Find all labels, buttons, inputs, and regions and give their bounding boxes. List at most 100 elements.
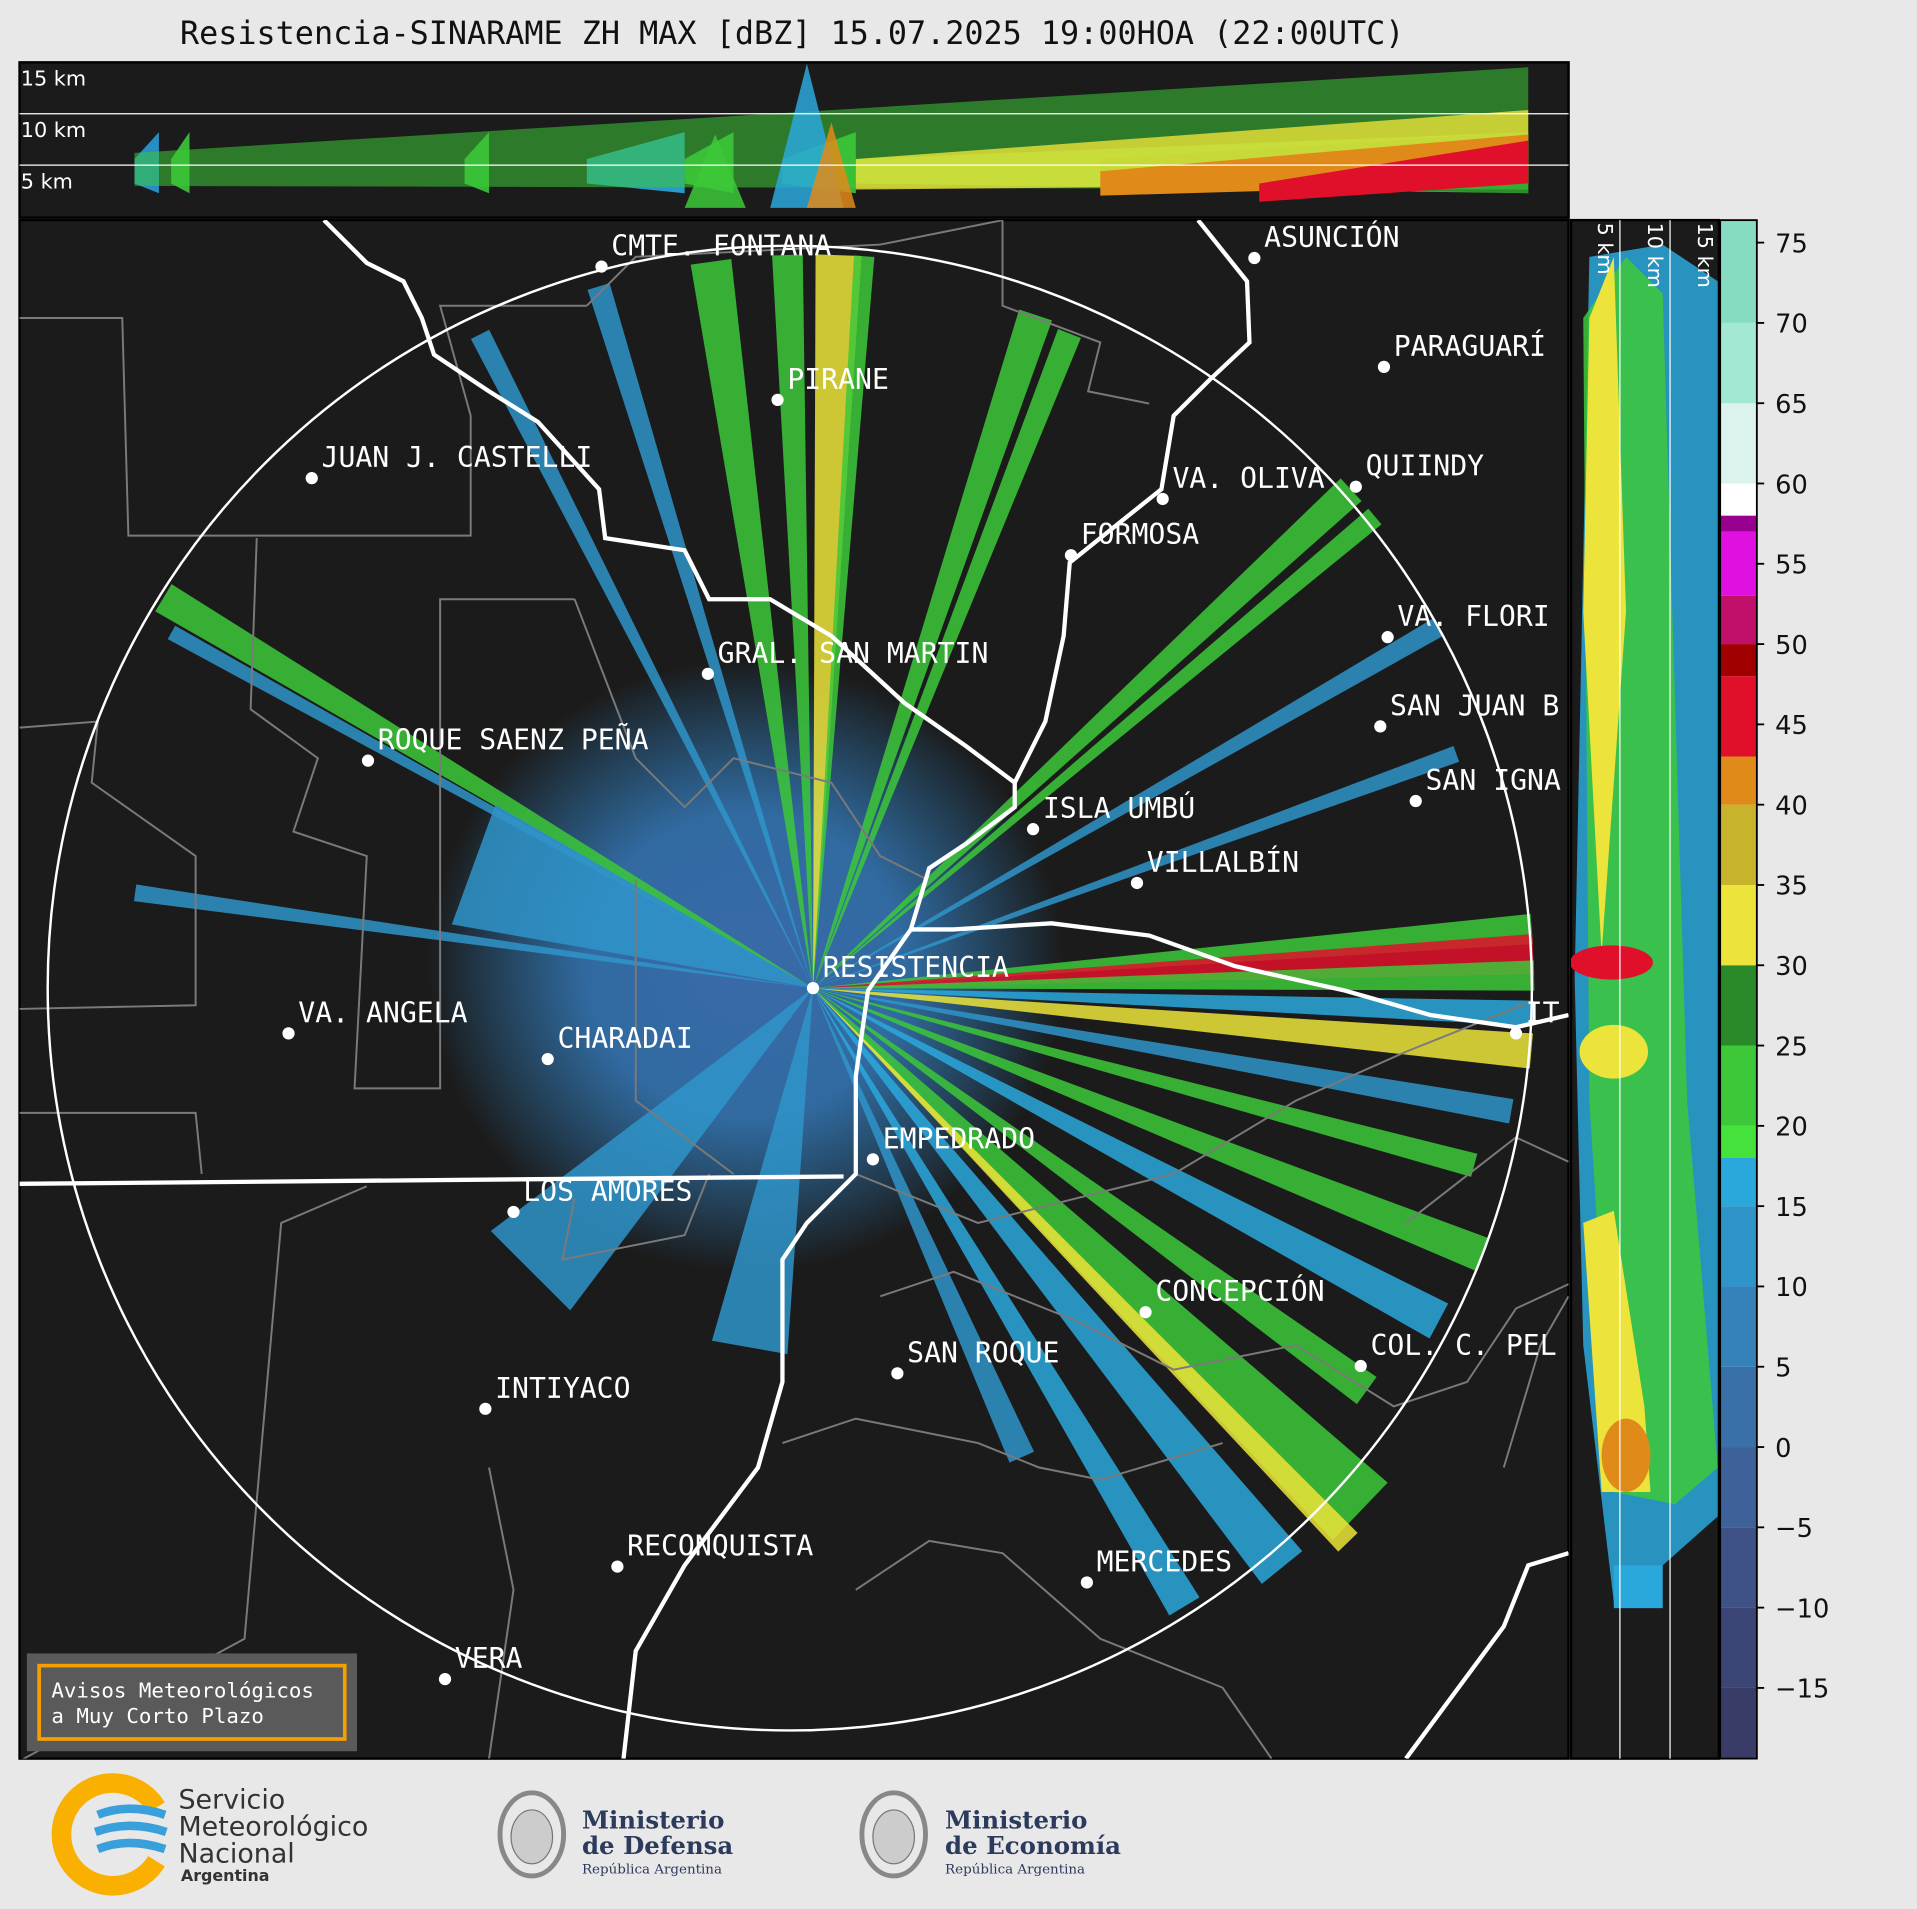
colorbar-band — [1720, 884, 1757, 966]
city-label: SAN IGNA — [1426, 764, 1561, 797]
city-marker — [1156, 492, 1169, 506]
echo-ray — [813, 478, 1362, 989]
city-label: INTIYACO — [495, 1372, 630, 1405]
city-marker — [1026, 823, 1040, 836]
city-label: CONCEPCIÓN — [1155, 1274, 1324, 1308]
city-marker — [1130, 876, 1144, 890]
city-label: CHARADAI — [557, 1022, 692, 1055]
colorbar-band — [1720, 756, 1757, 805]
height-label: 10 km — [21, 118, 86, 142]
city-label: SAN ROQUE — [907, 1336, 1059, 1369]
echo-ray — [813, 988, 1035, 1463]
coat-of-arms — [497, 1790, 567, 1879]
echo-ray — [813, 255, 875, 989]
colorbar-band — [1720, 220, 1757, 323]
echo-ray — [772, 254, 814, 989]
city-marker — [1354, 1359, 1367, 1373]
colorbar-tick-label: 20 — [1775, 1113, 1808, 1143]
notice-box — [26, 1653, 357, 1752]
river-border — [1404, 1551, 1569, 1759]
city-marker — [361, 754, 375, 767]
echo-ray — [690, 258, 814, 989]
echo-ray — [813, 988, 1449, 1339]
colorbar-tick-label: 55 — [1775, 551, 1808, 581]
city-marker — [1377, 360, 1391, 373]
city-label: VILLALBÍN — [1147, 845, 1299, 879]
boundary — [782, 1417, 1223, 1481]
boundary — [1502, 1295, 1569, 1468]
echo-ray — [813, 988, 1358, 1552]
colorbar-band — [1720, 1045, 1757, 1126]
colorbar-band — [1720, 1447, 1757, 1528]
logo-text: República Argentina — [945, 1863, 1085, 1878]
boundary — [561, 1173, 711, 1261]
city-label: VA. FLORI — [1397, 600, 1549, 633]
colorbar-tick-label: 50 — [1775, 631, 1808, 661]
smn-emblem — [51, 1773, 165, 1896]
notice-border — [37, 1663, 347, 1741]
colorbar-band — [1720, 676, 1757, 757]
coat-of-arms — [510, 1809, 554, 1865]
echo-ray — [813, 913, 1533, 989]
city-label: RECONQUISTA — [627, 1530, 813, 1563]
echo-ray — [813, 988, 1533, 1069]
river-border — [322, 220, 1017, 1759]
colorbar-tick-label: −10 — [1775, 1594, 1829, 1624]
colorbar-tick-label: 60 — [1775, 470, 1808, 500]
boundary — [19, 1111, 203, 1175]
side-panel-echoes — [1571, 244, 1718, 1609]
city-marker — [1064, 549, 1078, 562]
echo-ray — [813, 988, 1303, 1584]
city-label: GRAL. SAN MARTIN — [718, 637, 989, 670]
echo-ray — [470, 329, 814, 989]
echo — [1613, 1565, 1663, 1609]
boundary — [19, 304, 587, 537]
echo-ray — [813, 988, 1478, 1177]
city-label: VERA — [455, 1642, 523, 1675]
city-marker — [701, 667, 714, 680]
city-marker — [1509, 1027, 1523, 1040]
city-marker — [866, 1153, 880, 1166]
colorbar-frame — [1719, 219, 1758, 1760]
city-label: VA. OLIVA — [1172, 462, 1324, 495]
colorbar-band — [1720, 1286, 1757, 1367]
colorbar-band — [1720, 1125, 1757, 1158]
colorbar-tick-label: 15 — [1775, 1193, 1808, 1223]
smn-emblem — [93, 1804, 168, 1854]
boundary — [488, 1467, 515, 1759]
city-label: FORMOSA — [1081, 518, 1200, 551]
colorbar-band — [1720, 1366, 1757, 1448]
city-label: SAN JUAN B — [1390, 689, 1559, 722]
echo — [1583, 256, 1627, 954]
logo-text: Servicio — [178, 1785, 285, 1816]
logo-text: Nacional — [178, 1839, 294, 1870]
echo-ray — [813, 988, 1388, 1540]
boundary — [879, 1270, 1569, 1408]
colorbar-band — [1720, 531, 1757, 596]
city-marker — [541, 1052, 554, 1066]
colorbar-tick-label: 40 — [1775, 791, 1808, 821]
logo-text: República Argentina — [582, 1863, 722, 1878]
colorbar-band — [1720, 595, 1757, 645]
notice-text: Avisos Meteorológicos — [51, 1678, 314, 1702]
economia-logo: Ministerio de Economía República Argenti… — [859, 1790, 1121, 1879]
echo-ray — [813, 960, 1535, 991]
echo-ray — [813, 309, 1053, 989]
logo-text: Argentina — [181, 1866, 270, 1885]
city-label: QUIINDY — [1366, 450, 1485, 483]
coat-of-arms — [859, 1790, 928, 1879]
echo — [1571, 945, 1653, 980]
city-label: ASUNCIÓN — [1264, 220, 1399, 254]
colorbar-tick-label: −5 — [1775, 1514, 1813, 1544]
echo — [1259, 140, 1529, 202]
city-label: IT — [1526, 996, 1560, 1029]
city-marker — [507, 1205, 520, 1219]
boundary — [855, 1001, 1529, 1224]
title: Resistencia-SINARAME ZH MAX [dBZ] 15.07.… — [180, 15, 1404, 52]
city-marker — [1374, 720, 1387, 733]
colorbar-band — [1720, 515, 1757, 532]
range-ring — [46, 244, 1534, 1732]
notice-text: a Muy Corto Plazo — [51, 1704, 264, 1728]
city-label: JUAN J. CASTELLI — [322, 441, 593, 474]
